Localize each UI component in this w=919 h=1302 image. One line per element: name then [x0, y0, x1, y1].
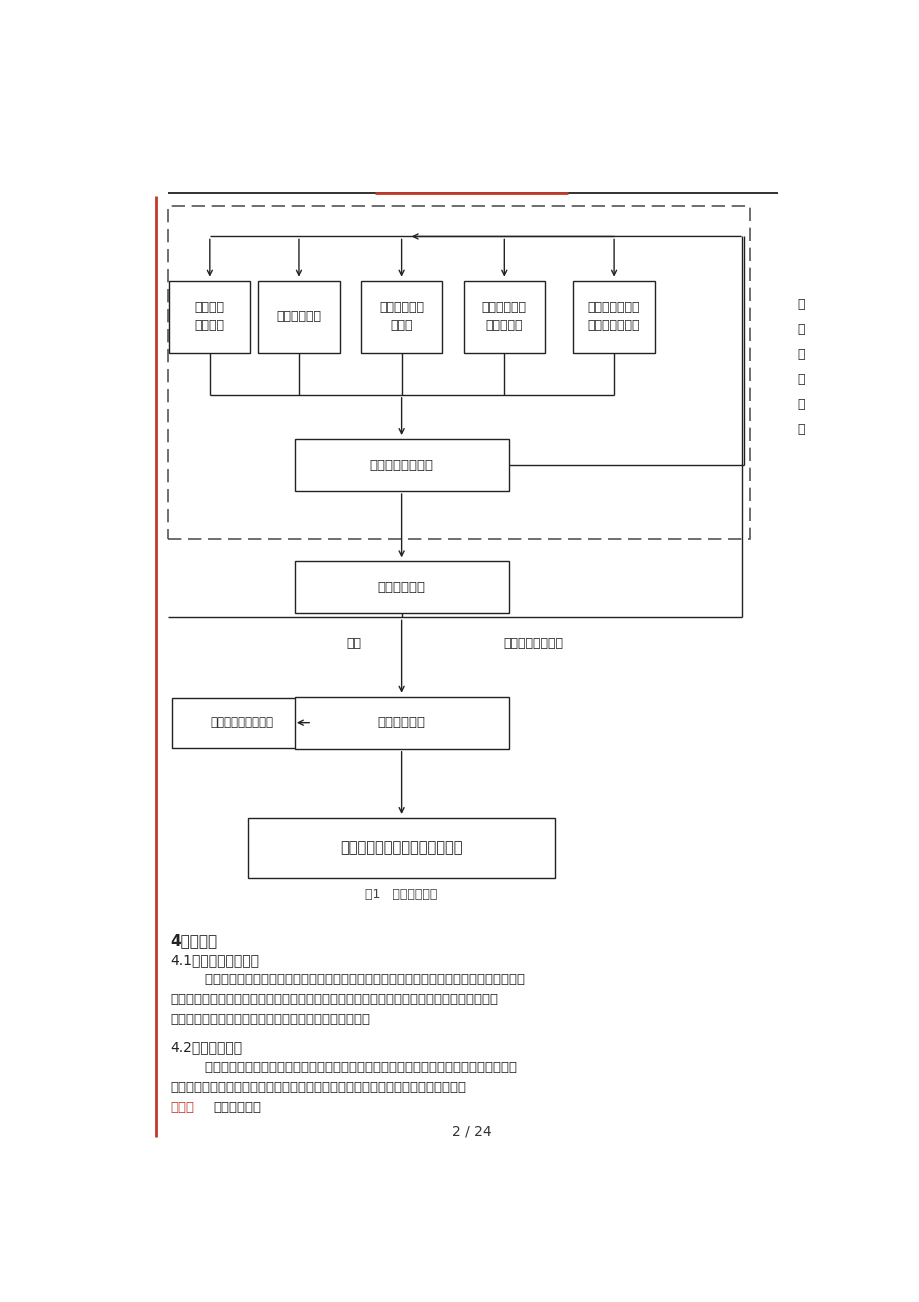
Text: 规模等情况。: 规模等情况。 [213, 1100, 261, 1113]
Text: 提出验收意见: 提出验收意见 [377, 581, 425, 594]
Text: 2 / 24: 2 / 24 [451, 1125, 491, 1139]
Text: 其他环境保护设
施核查结果分析: 其他环境保护设 施核查结果分析 [587, 301, 640, 332]
Bar [294, 697, 508, 749]
Text: 编
制
监
测
报
告: 编 制 监 测 报 告 [796, 298, 804, 436]
Text: 存在问题需要整改: 存在问题需要整改 [503, 638, 563, 651]
Bar [360, 280, 442, 353]
Text: 4.1环保手续履行情况: 4.1环保手续履行情况 [170, 953, 259, 967]
Text: 编制验收监测报告: 编制验收监测报告 [369, 458, 433, 471]
Text: 合格: 合格 [346, 638, 361, 651]
Bar [573, 280, 654, 353]
Text: 内容与: 内容与 [170, 1100, 195, 1113]
Text: 主要包括环境影响报告书（表）的编制与其审批部门的审批决定，初步设计（环保篇）等文: 主要包括环境影响报告书（表）的编制与其审批部门的审批决定，初步设计（环保篇）等文 [170, 974, 524, 987]
Text: 环境质量影响
分析与评价: 环境质量影响 分析与评价 [482, 301, 527, 332]
Text: 查、整改要求的落实情况，以与排污许可证申领情况等。: 查、整改要求的落实情况，以与排污许可证申领情况等。 [170, 1013, 370, 1026]
Text: 件的编制，建立过程中的重大变动与相应手续完成情况，国家与地方环境保护部门对项目的督: 件的编制，建立过程中的重大变动与相应手续完成情况，国家与地方环境保护部门对项目的… [170, 993, 498, 1006]
Text: 工况记录
结果分析: 工况记录 结果分析 [195, 301, 224, 332]
Text: 监测结果分析
与评价: 监测结果分析 与评价 [379, 301, 424, 332]
Bar [294, 439, 508, 491]
Text: 公开、登记相关信息并建立档案: 公开、登记相关信息并建立档案 [340, 841, 462, 855]
Text: 形成验收报告: 形成验收报告 [377, 716, 425, 729]
Bar [172, 698, 312, 747]
Text: 质控数据分析: 质控数据分析 [276, 310, 321, 323]
Text: 4验收自查: 4验收自查 [170, 934, 218, 948]
Text: 对照环境影响报告书（表）等文件，自查项目建立性质、规模、地点，主要生产工艺、产: 对照环境影响报告书（表）等文件，自查项目建立性质、规模、地点，主要生产工艺、产 [170, 1061, 516, 1074]
Text: 其他需要说明的事项: 其他需要说明的事项 [210, 716, 273, 729]
Text: 4.2项目建成情况: 4.2项目建成情况 [170, 1040, 243, 1055]
Text: 品与产量、原辅料消耗，项目主体工程、辅助工程、公用工程、贮运工程和依托工程: 品与产量、原辅料消耗，项目主体工程、辅助工程、公用工程、贮运工程和依托工程 [170, 1081, 466, 1094]
Bar [294, 561, 508, 613]
Bar [248, 818, 554, 878]
Bar [463, 280, 544, 353]
Bar [258, 280, 339, 353]
Text: 图1   验收程序框图: 图1 验收程序框图 [365, 888, 437, 901]
Bar [169, 280, 250, 353]
Bar [168, 207, 749, 539]
